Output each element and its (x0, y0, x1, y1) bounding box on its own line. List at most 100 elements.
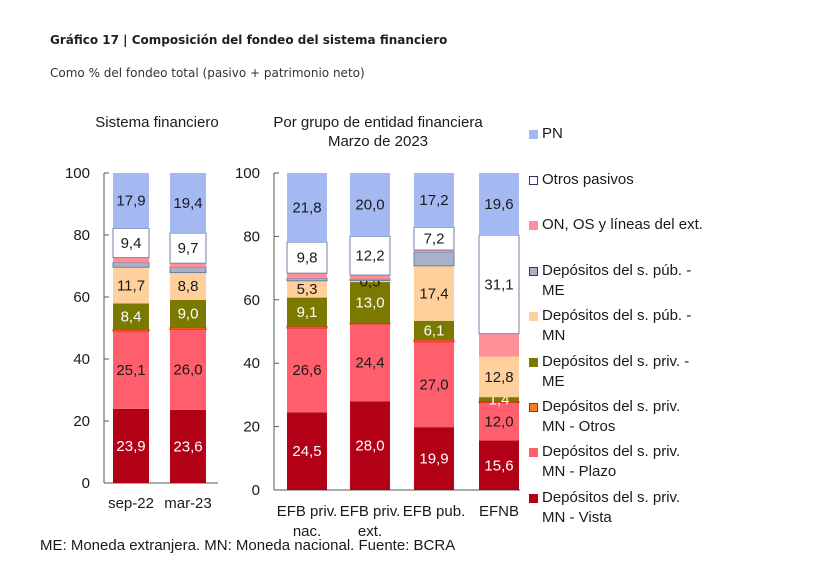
bar-segment (170, 263, 206, 267)
bar-segment (413, 339, 455, 343)
y-tick-label: 100 (235, 165, 260, 182)
data-label: 15,6 (484, 457, 513, 474)
panel-title-grupo-line1: Por grupo de entidad financiera (273, 114, 483, 131)
legend-label-line: PN (542, 125, 563, 142)
data-label: 24,4 (355, 355, 384, 372)
bar-segment (479, 333, 519, 357)
y-tick-label: 0 (82, 475, 90, 492)
x-tick-label: mar-23 (164, 495, 212, 512)
data-label: 9,1 (297, 304, 318, 321)
data-label: 26,0 (173, 362, 202, 379)
legend-item: Depósitos del s. púb. - MN (529, 306, 691, 346)
legend-label: Depósitos del s. priv. MN - Plazo (542, 442, 680, 482)
panel-title-grupo: Por grupo de entidad financiera Marzo de… (258, 113, 498, 151)
legend-swatch (529, 176, 538, 185)
data-label: 9,4 (121, 235, 142, 252)
data-label: 8,8 (178, 278, 199, 295)
legend-label-line: ME (542, 282, 565, 299)
bar-segment (113, 303, 149, 330)
data-label: 12,8 (484, 369, 513, 386)
data-label: 9,8 (297, 250, 318, 267)
bar-segment (169, 232, 207, 264)
y-tick-label: 80 (243, 228, 260, 245)
x-tick-label: EFB priv. (340, 503, 401, 520)
bar-segment (414, 427, 454, 490)
y-tick-label: 80 (73, 227, 90, 244)
legend-label-line: MN - Otros (542, 418, 616, 435)
data-label: 6,1 (424, 322, 445, 339)
data-label: 19,4 (173, 195, 202, 212)
bar-segment (113, 331, 149, 409)
data-label: 9,7 (178, 240, 199, 257)
data-label: 12,2 (355, 248, 384, 265)
bar-segment (287, 280, 327, 298)
legend-label-line: ON, OS y líneas del ext. (542, 216, 703, 233)
bar-segment (169, 266, 207, 274)
legend-label: PN (542, 124, 563, 144)
bar-segment (170, 299, 206, 328)
legend-label: Depósitos del s. púb. - MN (542, 306, 691, 346)
legend-item: Otros pasivos (529, 170, 634, 190)
bar-segment (112, 329, 150, 332)
x-tick-label: EFB pub. (403, 503, 466, 520)
data-label: 27,0 (419, 377, 448, 394)
bar-segment (479, 356, 519, 398)
legend-swatch (529, 267, 538, 276)
legend-item: Depósitos del s. priv. - ME (529, 352, 689, 392)
bar-segment (170, 409, 206, 483)
chart-title: Gráfico 17 | Composición del fondeo del … (50, 33, 448, 47)
bar-segment (350, 401, 390, 490)
legend-label: Otros pasivos (542, 170, 634, 190)
legend-swatch (529, 130, 538, 139)
data-label: 19,6 (484, 196, 513, 213)
data-label: 17,2 (419, 192, 448, 209)
bar-segment (112, 227, 150, 259)
legend-item: PN (529, 124, 563, 144)
bar-segment (113, 267, 149, 304)
data-label: 23,6 (173, 438, 202, 455)
bar-segment (349, 278, 391, 281)
legend-item: ON, OS y líneas del ext. (529, 215, 703, 235)
bar-segment (286, 277, 328, 282)
bar-segment (113, 257, 149, 263)
legend-item: Depósitos del s. priv. MN - Plazo (529, 442, 680, 482)
bar-segment (169, 327, 207, 330)
data-label: 12,0 (484, 414, 513, 431)
bar-segment (287, 273, 327, 279)
bar-segment (112, 262, 150, 268)
x-tick-label: EFNB (479, 503, 519, 520)
bar-segment (479, 402, 519, 441)
legend-label: Depósitos del s. priv. MN - Vista (542, 488, 680, 528)
bar-segment (170, 272, 206, 300)
legend-item: Depósitos del s. priv. MN - Otros (529, 397, 680, 437)
bar-segment (287, 297, 327, 327)
bar-segment (478, 234, 520, 335)
bar-segment (350, 173, 390, 237)
x-tick-label: nac. (293, 523, 321, 540)
bar-segment (113, 173, 149, 229)
bar-segment (414, 173, 454, 228)
legend-label: Depósitos del s. priv. - ME (542, 352, 689, 392)
data-label: 28,0 (355, 438, 384, 455)
legend-label-line: Depósitos del s. priv. (542, 489, 681, 506)
y-tick-label: 100 (65, 165, 90, 182)
bar-segment (350, 275, 390, 279)
data-label: 9,0 (178, 306, 199, 323)
bar-segment (414, 341, 454, 428)
legend-label-line: Depósitos del s. priv. - (542, 353, 690, 370)
legend-label-line: Depósitos del s. priv. (542, 443, 681, 460)
bar-segment (478, 401, 520, 404)
bar-segment (414, 320, 454, 341)
y-tick-label: 20 (243, 419, 260, 436)
data-label: 24,5 (292, 443, 321, 460)
data-label: 20,0 (355, 197, 384, 214)
data-label: 7,2 (424, 231, 445, 248)
bar-segment (350, 282, 390, 324)
x-tick-label: EFB priv. (277, 503, 338, 520)
data-label: 21,8 (292, 200, 321, 217)
y-tick-label: 60 (73, 289, 90, 306)
legend-swatch (529, 403, 538, 412)
legend-label-line: Depósitos del s. púb. - (542, 262, 692, 279)
bar-segment (170, 173, 206, 234)
